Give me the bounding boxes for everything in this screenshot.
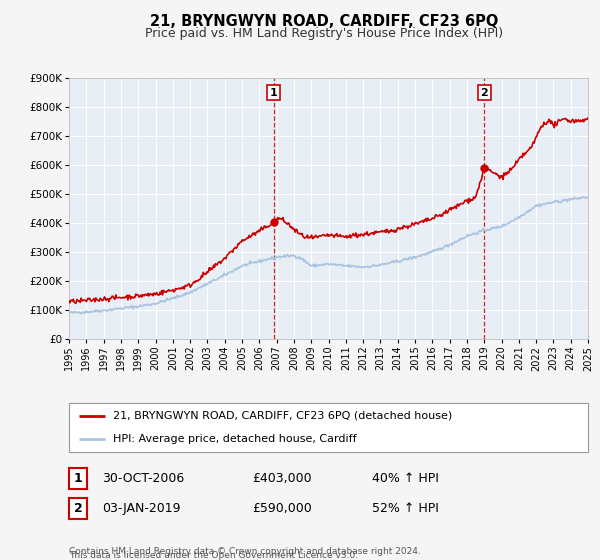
Text: 21, BRYNGWYN ROAD, CARDIFF, CF23 6PQ: 21, BRYNGWYN ROAD, CARDIFF, CF23 6PQ: [150, 14, 498, 29]
Text: 30-OCT-2006: 30-OCT-2006: [102, 472, 184, 486]
Text: Contains HM Land Registry data © Crown copyright and database right 2024.: Contains HM Land Registry data © Crown c…: [69, 547, 421, 556]
Text: 21, BRYNGWYN ROAD, CARDIFF, CF23 6PQ (detached house): 21, BRYNGWYN ROAD, CARDIFF, CF23 6PQ (de…: [113, 411, 452, 421]
Text: £590,000: £590,000: [252, 502, 312, 515]
Text: HPI: Average price, detached house, Cardiff: HPI: Average price, detached house, Card…: [113, 433, 357, 444]
Text: £403,000: £403,000: [252, 472, 311, 486]
Text: 52% ↑ HPI: 52% ↑ HPI: [372, 502, 439, 515]
Text: 03-JAN-2019: 03-JAN-2019: [102, 502, 181, 515]
Text: 2: 2: [481, 87, 488, 97]
Text: 40% ↑ HPI: 40% ↑ HPI: [372, 472, 439, 486]
Text: Price paid vs. HM Land Registry's House Price Index (HPI): Price paid vs. HM Land Registry's House …: [145, 27, 503, 40]
Text: 1: 1: [270, 87, 278, 97]
Text: 2: 2: [74, 502, 82, 515]
Text: 1: 1: [74, 472, 82, 486]
Text: This data is licensed under the Open Government Licence v3.0.: This data is licensed under the Open Gov…: [69, 551, 358, 560]
